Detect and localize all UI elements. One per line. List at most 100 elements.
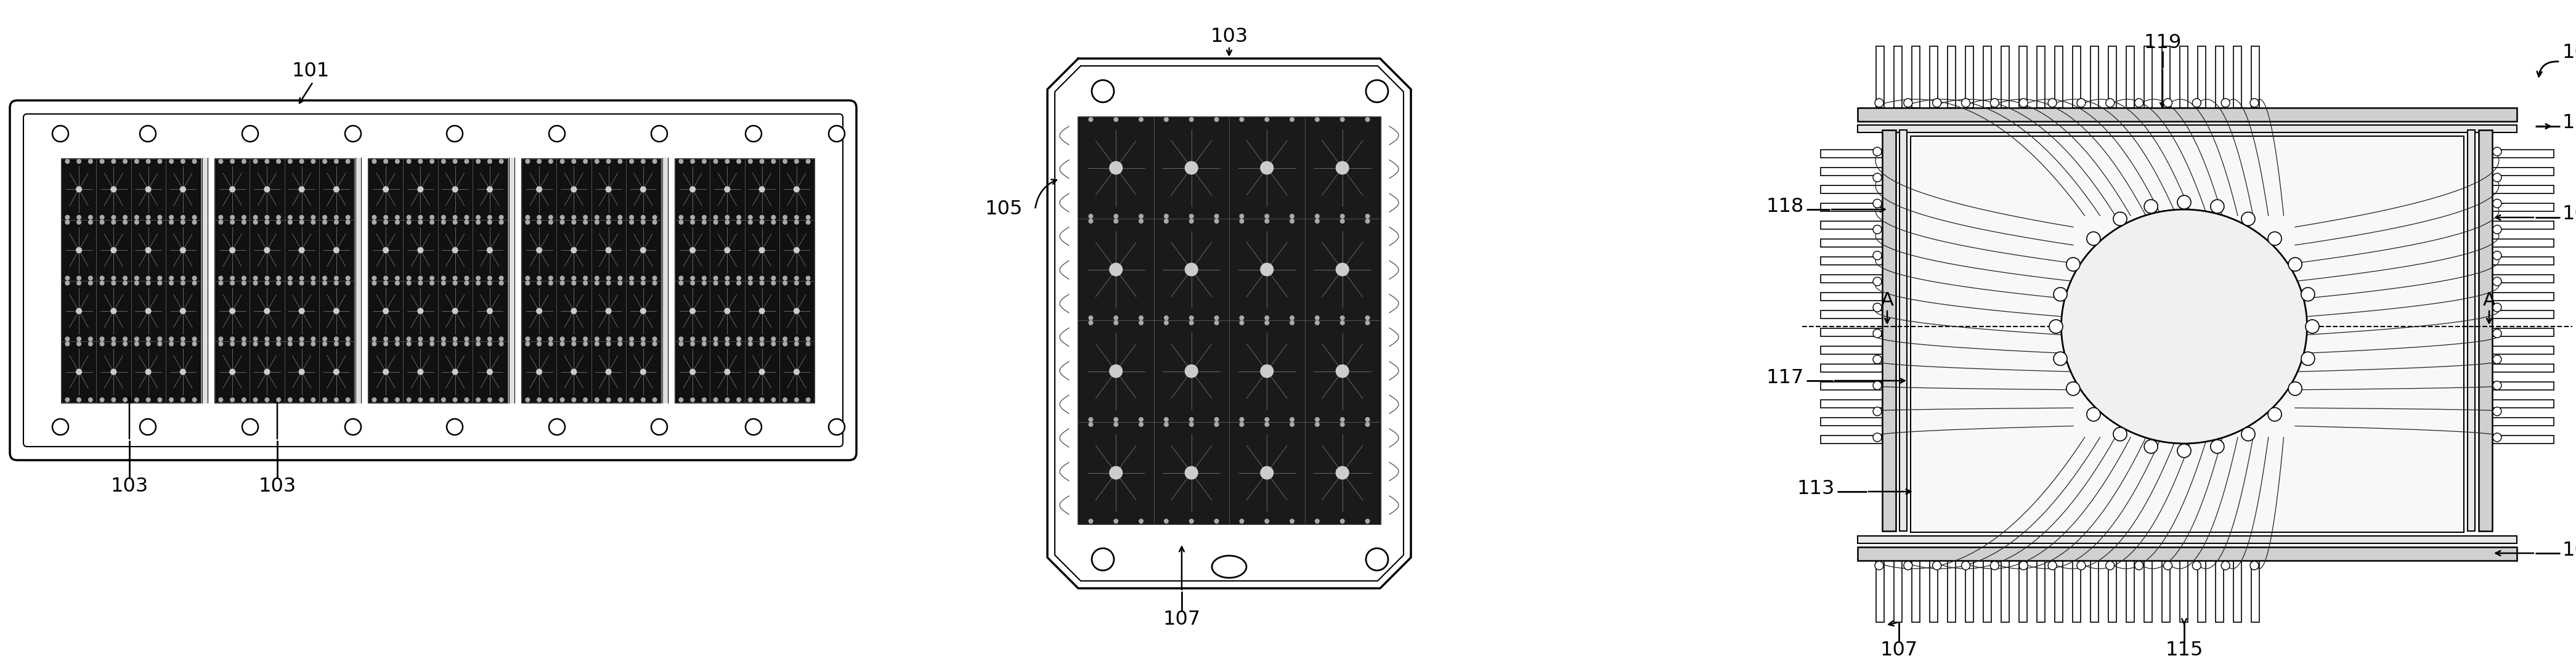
Circle shape: [77, 219, 82, 225]
Circle shape: [2249, 561, 2259, 570]
Circle shape: [229, 186, 234, 193]
Circle shape: [371, 280, 376, 286]
Circle shape: [2494, 329, 2501, 338]
Circle shape: [677, 276, 683, 280]
Circle shape: [265, 397, 270, 402]
Circle shape: [1960, 98, 1971, 107]
Circle shape: [2300, 352, 2316, 365]
Circle shape: [345, 337, 350, 341]
Bar: [438, 280, 471, 341]
Circle shape: [440, 159, 446, 164]
Circle shape: [2177, 444, 2192, 458]
Bar: [2143, 561, 2151, 622]
Circle shape: [595, 215, 600, 219]
Circle shape: [690, 397, 696, 402]
Circle shape: [312, 215, 317, 219]
Circle shape: [1164, 219, 1170, 223]
Circle shape: [2105, 561, 2115, 570]
Circle shape: [690, 337, 696, 341]
Circle shape: [760, 247, 765, 254]
Bar: [438, 341, 471, 402]
Circle shape: [371, 276, 376, 280]
Circle shape: [760, 219, 765, 225]
Circle shape: [677, 280, 683, 286]
Circle shape: [690, 341, 696, 347]
Circle shape: [229, 276, 234, 280]
Circle shape: [147, 159, 152, 164]
Bar: [2491, 417, 2553, 425]
Circle shape: [193, 215, 196, 219]
Circle shape: [1113, 320, 1118, 325]
FancyBboxPatch shape: [23, 114, 842, 447]
Bar: [471, 280, 507, 341]
Circle shape: [770, 341, 775, 347]
Circle shape: [2221, 561, 2231, 570]
Circle shape: [453, 341, 459, 347]
Bar: [62, 159, 201, 402]
Circle shape: [724, 369, 732, 375]
Circle shape: [312, 280, 317, 286]
Bar: [1965, 561, 1973, 622]
Circle shape: [2494, 381, 2501, 390]
Circle shape: [1291, 518, 1296, 524]
Circle shape: [335, 276, 340, 280]
Circle shape: [690, 186, 696, 193]
Circle shape: [536, 341, 541, 347]
Circle shape: [744, 419, 762, 435]
Circle shape: [335, 280, 340, 286]
Circle shape: [299, 280, 304, 286]
Circle shape: [1110, 466, 1123, 480]
Circle shape: [144, 369, 152, 375]
Circle shape: [714, 276, 719, 280]
Bar: [1821, 346, 1883, 354]
Circle shape: [2494, 355, 2501, 364]
Circle shape: [417, 247, 422, 254]
Text: 117: 117: [1767, 368, 1803, 387]
Circle shape: [1873, 407, 1880, 415]
Circle shape: [219, 341, 224, 347]
Circle shape: [1087, 417, 1092, 422]
Circle shape: [1291, 320, 1296, 325]
Bar: [1154, 320, 1229, 422]
Circle shape: [453, 280, 459, 286]
Bar: [319, 280, 353, 341]
Circle shape: [1092, 549, 1113, 571]
Circle shape: [371, 219, 376, 225]
Bar: [2056, 46, 2063, 108]
Circle shape: [322, 219, 327, 225]
Bar: [2491, 257, 2553, 265]
Circle shape: [265, 341, 270, 347]
Bar: [590, 280, 626, 341]
Circle shape: [407, 219, 412, 225]
Bar: [2491, 436, 2553, 444]
Circle shape: [1291, 219, 1296, 223]
Circle shape: [100, 280, 106, 286]
Bar: [744, 341, 778, 402]
Bar: [675, 341, 711, 402]
Bar: [778, 219, 814, 280]
Circle shape: [111, 369, 116, 375]
Circle shape: [714, 337, 719, 341]
Circle shape: [2164, 98, 2172, 107]
Circle shape: [572, 276, 577, 280]
Circle shape: [1087, 117, 1092, 122]
Circle shape: [629, 397, 634, 402]
Circle shape: [2066, 258, 2079, 271]
Circle shape: [737, 159, 742, 164]
Circle shape: [276, 276, 281, 280]
Bar: [1079, 320, 1154, 422]
Circle shape: [477, 276, 482, 280]
Circle shape: [2048, 561, 2056, 570]
Circle shape: [453, 219, 459, 225]
Bar: [368, 341, 402, 402]
Circle shape: [629, 337, 634, 341]
Circle shape: [806, 219, 811, 225]
Circle shape: [701, 276, 706, 280]
Circle shape: [289, 337, 294, 341]
Circle shape: [242, 276, 247, 280]
Bar: [402, 159, 438, 219]
Circle shape: [559, 337, 564, 341]
Circle shape: [52, 126, 70, 142]
Circle shape: [1365, 549, 1388, 571]
Bar: [1821, 436, 1883, 444]
